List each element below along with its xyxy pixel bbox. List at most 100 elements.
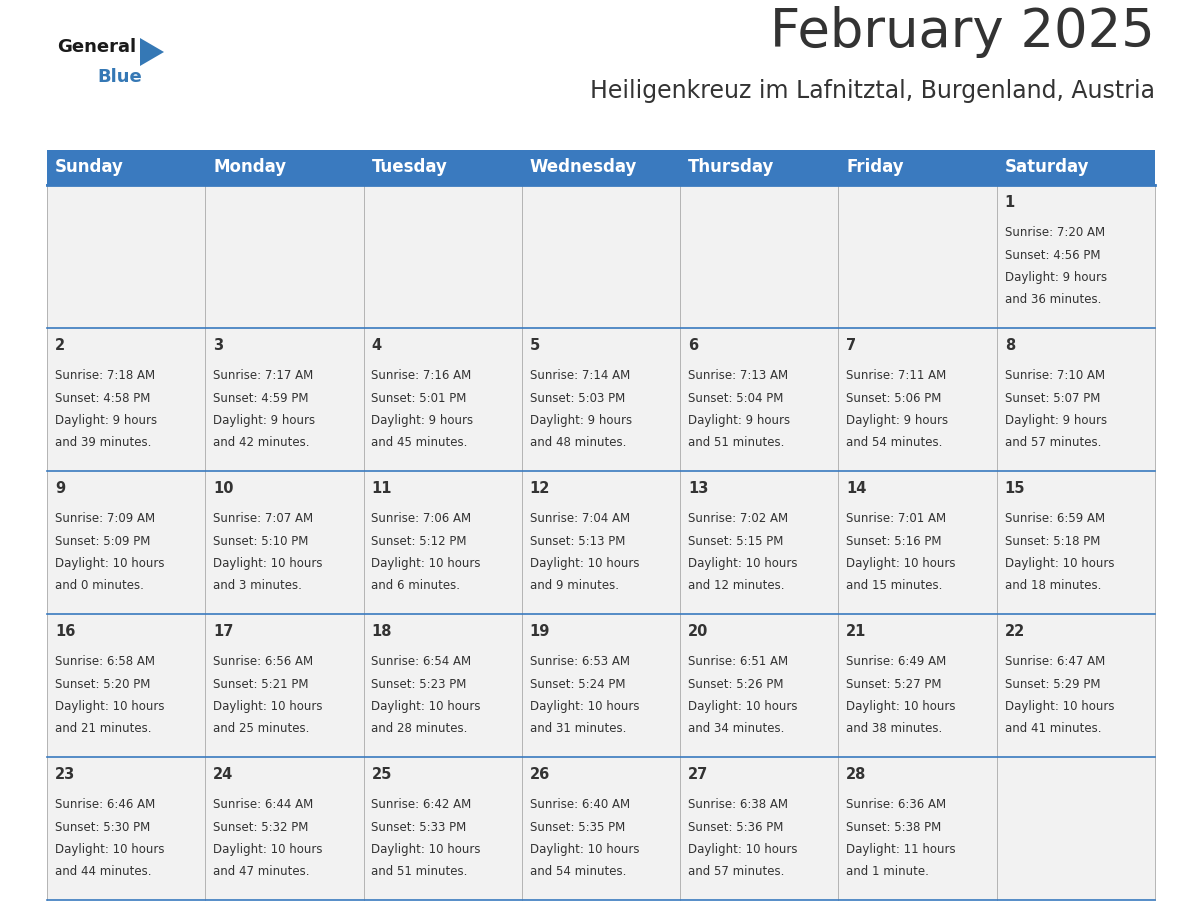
Text: Sunday: Sunday (55, 159, 124, 176)
Text: and 42 minutes.: and 42 minutes. (213, 436, 310, 449)
Text: Sunrise: 6:56 AM: Sunrise: 6:56 AM (213, 655, 314, 668)
Text: Sunrise: 7:18 AM: Sunrise: 7:18 AM (55, 369, 156, 383)
Bar (48, 614, 206, 757)
Text: 24: 24 (213, 767, 234, 782)
Bar (206, 185, 364, 328)
Text: 25: 25 (372, 767, 392, 782)
Text: 28: 28 (846, 767, 867, 782)
Bar (997, 614, 1155, 757)
Text: and 38 minutes.: and 38 minutes. (846, 722, 942, 735)
Text: Sunrise: 6:44 AM: Sunrise: 6:44 AM (213, 799, 314, 812)
Bar (839, 757, 997, 900)
Text: Sunset: 4:58 PM: Sunset: 4:58 PM (55, 392, 151, 405)
Text: 5: 5 (530, 338, 541, 353)
Bar (681, 757, 839, 900)
Text: 23: 23 (55, 767, 75, 782)
Text: Sunset: 4:56 PM: Sunset: 4:56 PM (1005, 249, 1100, 262)
Text: Sunrise: 6:36 AM: Sunrise: 6:36 AM (846, 799, 947, 812)
Text: Sunrise: 7:02 AM: Sunrise: 7:02 AM (688, 512, 788, 525)
Text: Daylight: 9 hours: Daylight: 9 hours (1005, 271, 1107, 284)
Text: Sunset: 5:16 PM: Sunset: 5:16 PM (846, 534, 942, 548)
Text: Monday: Monday (213, 159, 286, 176)
Text: Sunset: 5:12 PM: Sunset: 5:12 PM (372, 534, 467, 548)
Text: Friday: Friday (846, 159, 904, 176)
Text: General: General (57, 38, 137, 56)
Text: Sunset: 5:33 PM: Sunset: 5:33 PM (372, 821, 467, 834)
Bar (681, 185, 839, 328)
Text: Daylight: 10 hours: Daylight: 10 hours (530, 557, 639, 570)
Bar (522, 757, 681, 900)
Text: Sunset: 5:21 PM: Sunset: 5:21 PM (213, 677, 309, 690)
Text: and 57 minutes.: and 57 minutes. (688, 865, 784, 878)
Text: and 54 minutes.: and 54 minutes. (846, 436, 943, 449)
Text: Daylight: 10 hours: Daylight: 10 hours (846, 700, 956, 712)
Text: and 6 minutes.: and 6 minutes. (372, 579, 461, 592)
Text: Sunrise: 7:17 AM: Sunrise: 7:17 AM (213, 369, 314, 383)
Bar (522, 185, 681, 328)
Text: Sunrise: 6:42 AM: Sunrise: 6:42 AM (372, 799, 472, 812)
Text: and 47 minutes.: and 47 minutes. (213, 865, 310, 878)
Bar (839, 614, 997, 757)
Text: Sunrise: 7:14 AM: Sunrise: 7:14 AM (530, 369, 630, 383)
Text: 11: 11 (372, 481, 392, 496)
Text: 18: 18 (372, 624, 392, 639)
Bar (522, 614, 681, 757)
Text: and 1 minute.: and 1 minute. (846, 865, 929, 878)
Text: 20: 20 (688, 624, 708, 639)
Text: Sunset: 5:04 PM: Sunset: 5:04 PM (688, 392, 783, 405)
Text: Sunset: 5:35 PM: Sunset: 5:35 PM (530, 821, 625, 834)
Bar (364, 185, 522, 328)
Text: and 45 minutes.: and 45 minutes. (372, 436, 468, 449)
Bar (681, 614, 839, 757)
Text: and 39 minutes.: and 39 minutes. (55, 436, 151, 449)
Bar (206, 614, 364, 757)
Text: Daylight: 9 hours: Daylight: 9 hours (55, 414, 157, 427)
Text: 12: 12 (530, 481, 550, 496)
Bar (48, 471, 206, 614)
Bar (206, 757, 364, 900)
Bar (997, 328, 1155, 471)
Text: Sunrise: 6:49 AM: Sunrise: 6:49 AM (846, 655, 947, 668)
Text: Sunset: 5:10 PM: Sunset: 5:10 PM (213, 534, 309, 548)
Text: Daylight: 10 hours: Daylight: 10 hours (372, 843, 481, 856)
Text: Sunrise: 6:40 AM: Sunrise: 6:40 AM (530, 799, 630, 812)
Text: Sunset: 5:18 PM: Sunset: 5:18 PM (1005, 534, 1100, 548)
Text: Sunrise: 7:07 AM: Sunrise: 7:07 AM (213, 512, 314, 525)
Text: and 28 minutes.: and 28 minutes. (372, 722, 468, 735)
Text: Daylight: 10 hours: Daylight: 10 hours (530, 700, 639, 712)
Text: and 31 minutes.: and 31 minutes. (530, 722, 626, 735)
Bar (997, 471, 1155, 614)
Bar (48, 328, 206, 471)
Text: Sunrise: 6:59 AM: Sunrise: 6:59 AM (1005, 512, 1105, 525)
Text: 6: 6 (688, 338, 699, 353)
Text: Tuesday: Tuesday (372, 159, 448, 176)
Text: 3: 3 (213, 338, 223, 353)
Text: Sunrise: 6:54 AM: Sunrise: 6:54 AM (372, 655, 472, 668)
Bar (48, 150, 1155, 185)
Text: and 0 minutes.: and 0 minutes. (55, 579, 144, 592)
Text: Daylight: 10 hours: Daylight: 10 hours (55, 843, 164, 856)
Text: Saturday: Saturday (1005, 159, 1089, 176)
Text: Sunset: 5:23 PM: Sunset: 5:23 PM (372, 677, 467, 690)
Text: Sunrise: 7:04 AM: Sunrise: 7:04 AM (530, 512, 630, 525)
Text: 15: 15 (1005, 481, 1025, 496)
Text: Wednesday: Wednesday (530, 159, 637, 176)
Text: Daylight: 10 hours: Daylight: 10 hours (1005, 700, 1114, 712)
Text: Sunrise: 6:46 AM: Sunrise: 6:46 AM (55, 799, 156, 812)
Text: 13: 13 (688, 481, 708, 496)
Text: Sunrise: 7:16 AM: Sunrise: 7:16 AM (372, 369, 472, 383)
Text: Daylight: 9 hours: Daylight: 9 hours (530, 414, 632, 427)
Bar (364, 757, 522, 900)
Text: 1: 1 (1005, 195, 1015, 210)
Bar (364, 328, 522, 471)
Text: Sunset: 5:01 PM: Sunset: 5:01 PM (372, 392, 467, 405)
Text: Daylight: 10 hours: Daylight: 10 hours (372, 700, 481, 712)
Text: Sunrise: 6:47 AM: Sunrise: 6:47 AM (1005, 655, 1105, 668)
Text: Daylight: 9 hours: Daylight: 9 hours (688, 414, 790, 427)
Bar (681, 471, 839, 614)
Bar (48, 185, 206, 328)
Text: Daylight: 9 hours: Daylight: 9 hours (1005, 414, 1107, 427)
Text: Sunset: 4:59 PM: Sunset: 4:59 PM (213, 392, 309, 405)
Text: Daylight: 10 hours: Daylight: 10 hours (55, 700, 164, 712)
Text: 17: 17 (213, 624, 234, 639)
